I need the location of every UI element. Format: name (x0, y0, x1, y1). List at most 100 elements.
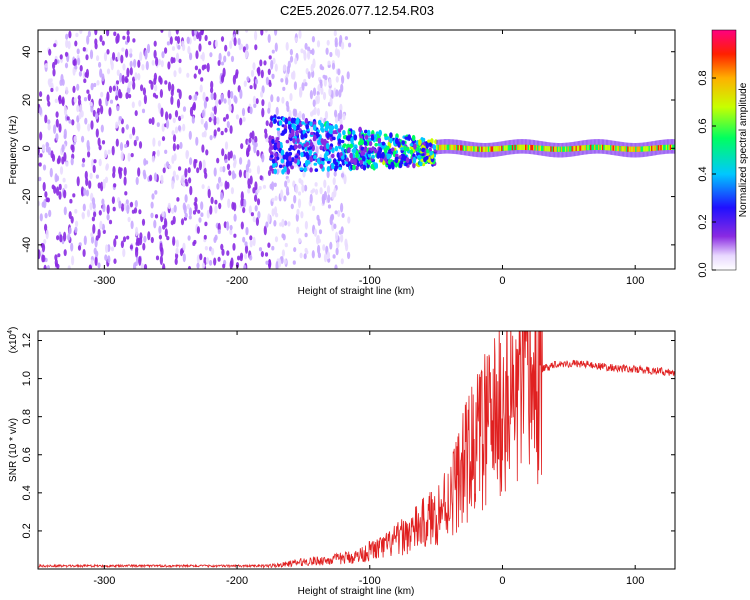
spectrogram-cell (293, 81, 297, 90)
spectrogram-cell (221, 148, 225, 157)
spectrogram-cell (248, 205, 252, 214)
spectrogram-cell (355, 153, 359, 159)
spectrogram-cell (374, 162, 379, 169)
spectrogram-cell (155, 56, 159, 67)
spectrogram-cell (640, 146, 643, 152)
spectrogram-cell (172, 143, 176, 152)
spectrogram-cell (194, 196, 198, 203)
spectrogram-cell (489, 146, 492, 152)
spectrogram-x-tick-label: 100 (626, 275, 644, 287)
spectrogram-cell (270, 154, 274, 158)
spectrogram-cell (276, 116, 281, 120)
spectrogram-cell (159, 89, 163, 98)
spectrogram-cell (217, 127, 221, 132)
spectrogram-cell (346, 71, 350, 80)
spectrogram-cell (359, 159, 364, 165)
spectrogram-cell (208, 116, 212, 123)
spectrogram-cell (113, 258, 117, 265)
spectrogram-cell (142, 87, 146, 96)
spectrogram-cell (335, 76, 339, 83)
spectrogram-cell (74, 65, 78, 70)
spectrogram-cell (235, 114, 239, 120)
spectrogram-cell (367, 150, 372, 155)
snr-frame (37, 330, 676, 570)
spectrogram-cell (409, 143, 414, 147)
spectrogram-cell (193, 30, 198, 36)
spectrogram-cell (216, 157, 220, 164)
spectrogram-cell (135, 176, 139, 186)
spectrogram-cell (95, 174, 99, 179)
snr-line (38, 331, 675, 569)
spectrogram-cell (347, 147, 351, 154)
spectrogram-cell (482, 146, 485, 152)
spectrogram-cell (228, 104, 232, 112)
spectrogram-cell (336, 241, 340, 249)
spectrogram-cell (81, 163, 85, 168)
spectrogram-cell (239, 117, 243, 126)
spectrogram-cell (95, 250, 99, 258)
spectrogram-cell (651, 145, 654, 152)
spectrogram-cell (101, 140, 106, 145)
spectrogram-cell (270, 94, 274, 103)
spectrogram-cell (350, 159, 354, 163)
spectrogram-cell (256, 149, 260, 157)
spectrogram-cell (55, 133, 59, 141)
spectrogram-cell (319, 64, 323, 70)
spectrogram-cell (341, 213, 345, 218)
spectrogram-cell (255, 217, 259, 226)
spectrogram-cell (38, 162, 42, 167)
spectrogram-cell (76, 115, 80, 123)
spectrogram-cell (265, 76, 269, 86)
spectrogram-cell (206, 209, 210, 219)
spectrogram-cell (327, 204, 332, 209)
spectrogram-cell (324, 126, 329, 132)
spectrogram-cell (52, 61, 56, 70)
spectrogram-cell (151, 59, 155, 66)
spectrogram-cell (142, 242, 146, 251)
spectrogram-cell (161, 136, 166, 142)
spectrogram-cell (189, 157, 193, 166)
spectrogram-cell (106, 49, 110, 55)
spectrogram-cell (641, 146, 644, 152)
spectrogram-cell (87, 151, 91, 158)
spectrogram-cell (241, 107, 246, 117)
spectrogram-cell (316, 94, 320, 104)
spectrogram-cell (332, 130, 336, 135)
spectrogram-cell (297, 143, 302, 149)
spectrogram-cell (486, 146, 489, 152)
spectrogram-cell (47, 146, 52, 156)
spectrogram-cell (46, 94, 50, 103)
spectrogram-cell (263, 60, 267, 66)
spectrogram-cell (201, 144, 205, 153)
spectrogram-cell (273, 168, 278, 175)
spectrogram-cell (254, 135, 258, 144)
spectrogram-cell (254, 78, 259, 85)
spectrogram-cell (319, 163, 324, 169)
spectrogram-cell (620, 146, 623, 152)
spectrogram-cell (364, 134, 369, 140)
spectrogram-cell (664, 144, 667, 151)
spectrogram-cell (53, 43, 57, 48)
spectrogram-cell (178, 166, 182, 171)
spectrogram-cell (413, 143, 417, 150)
spectrogram-cell (263, 225, 267, 236)
spectrogram-cell (67, 233, 71, 241)
spectrogram-cell (44, 191, 48, 198)
spectrogram-cell (55, 186, 60, 196)
spectrogram-cell (96, 55, 100, 62)
spectrogram-cell (274, 30, 278, 36)
spectrogram-cell (267, 213, 271, 223)
spectrogram-cell (175, 52, 180, 62)
spectrogram-cell (188, 215, 192, 220)
spectrogram-cell (614, 145, 616, 151)
spectrogram-cell (131, 101, 135, 109)
spectrogram-cell (292, 124, 297, 131)
spectrogram-cell (294, 108, 298, 118)
spectrogram-cell (74, 208, 78, 214)
spectrogram-cell (267, 107, 271, 114)
spectrogram-cell (586, 145, 589, 151)
spectrogram-cell (570, 146, 573, 152)
spectrogram-cell (371, 154, 375, 159)
spectrogram-cell (176, 197, 180, 202)
